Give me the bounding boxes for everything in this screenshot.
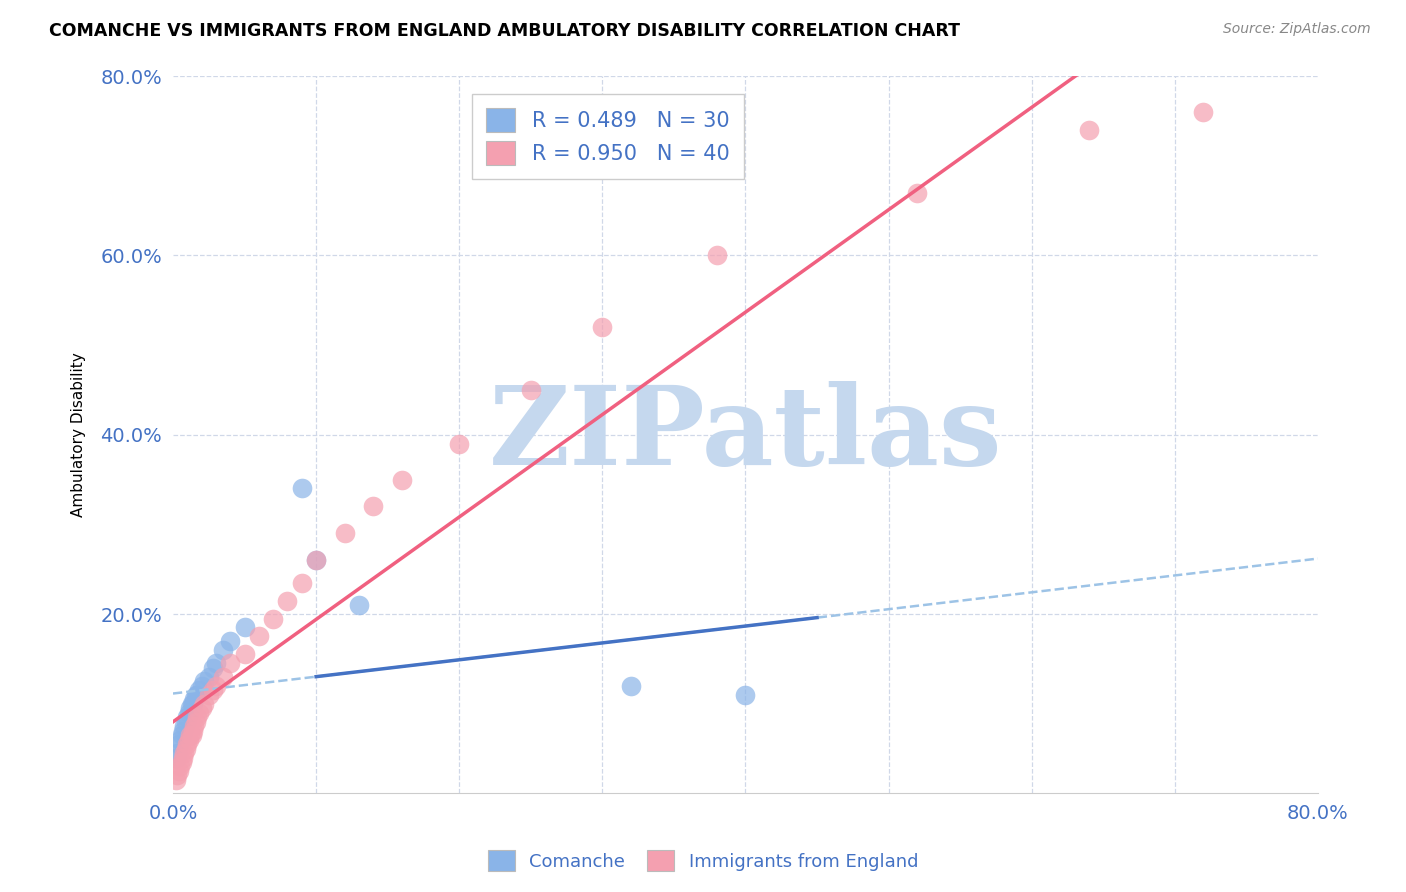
Point — [170, 728, 193, 742]
Point — [305, 553, 328, 567]
Point — [177, 732, 200, 747]
Point — [167, 764, 190, 778]
Legend: R = 0.489   N = 30, R = 0.950   N = 40: R = 0.489 N = 30, R = 0.950 N = 40 — [471, 94, 744, 179]
Point — [180, 728, 202, 742]
Point — [176, 710, 198, 724]
Point — [166, 768, 188, 782]
Point — [193, 697, 215, 711]
Point — [1078, 123, 1101, 137]
Point — [391, 473, 413, 487]
Point — [173, 719, 195, 733]
Point — [247, 630, 270, 644]
Point — [165, 750, 187, 764]
Text: Source: ZipAtlas.com: Source: ZipAtlas.com — [1223, 22, 1371, 37]
Point — [591, 320, 613, 334]
Point — [333, 526, 356, 541]
Point — [181, 697, 204, 711]
Point — [183, 719, 205, 733]
Point — [363, 500, 385, 514]
Point — [183, 692, 205, 706]
Point — [172, 750, 194, 764]
Point — [169, 759, 191, 773]
Point — [167, 737, 190, 751]
Point — [212, 643, 235, 657]
Point — [233, 648, 256, 662]
Point — [262, 611, 284, 625]
Point — [179, 728, 201, 742]
Point — [620, 679, 643, 693]
Point — [205, 657, 228, 671]
Point — [176, 737, 198, 751]
Text: COMANCHE VS IMMIGRANTS FROM ENGLAND AMBULATORY DISABILITY CORRELATION CHART: COMANCHE VS IMMIGRANTS FROM ENGLAND AMBU… — [49, 22, 960, 40]
Point — [165, 772, 187, 787]
Point — [291, 482, 314, 496]
Point — [186, 710, 208, 724]
Point — [186, 688, 208, 702]
Point — [193, 674, 215, 689]
Point — [197, 670, 219, 684]
Point — [291, 575, 314, 590]
Point — [347, 598, 370, 612]
Point — [233, 620, 256, 634]
Point — [520, 383, 543, 397]
Point — [202, 683, 225, 698]
Point — [172, 723, 194, 738]
Point — [219, 634, 242, 648]
Point — [174, 741, 197, 756]
Y-axis label: Ambulatory Disability: Ambulatory Disability — [72, 352, 86, 517]
Point — [197, 688, 219, 702]
Point — [173, 746, 195, 760]
Point — [202, 661, 225, 675]
Point — [174, 714, 197, 729]
Point — [180, 697, 202, 711]
Point — [170, 755, 193, 769]
Point — [187, 683, 209, 698]
Point — [734, 688, 756, 702]
Point — [169, 732, 191, 747]
Point — [305, 553, 328, 567]
Point — [184, 688, 207, 702]
Legend: Comanche, Immigrants from England: Comanche, Immigrants from England — [481, 843, 925, 879]
Point — [190, 701, 212, 715]
Point — [187, 706, 209, 720]
Point — [276, 593, 298, 607]
Point — [212, 670, 235, 684]
Point — [181, 723, 204, 738]
Point — [177, 706, 200, 720]
Point — [905, 186, 928, 200]
Point — [219, 657, 242, 671]
Point — [1192, 104, 1215, 119]
Point — [179, 701, 201, 715]
Point — [706, 248, 728, 262]
Point — [449, 436, 471, 450]
Point — [166, 746, 188, 760]
Point — [184, 714, 207, 729]
Point — [190, 679, 212, 693]
Text: ZIPatlas: ZIPatlas — [489, 381, 1002, 488]
Point — [205, 679, 228, 693]
